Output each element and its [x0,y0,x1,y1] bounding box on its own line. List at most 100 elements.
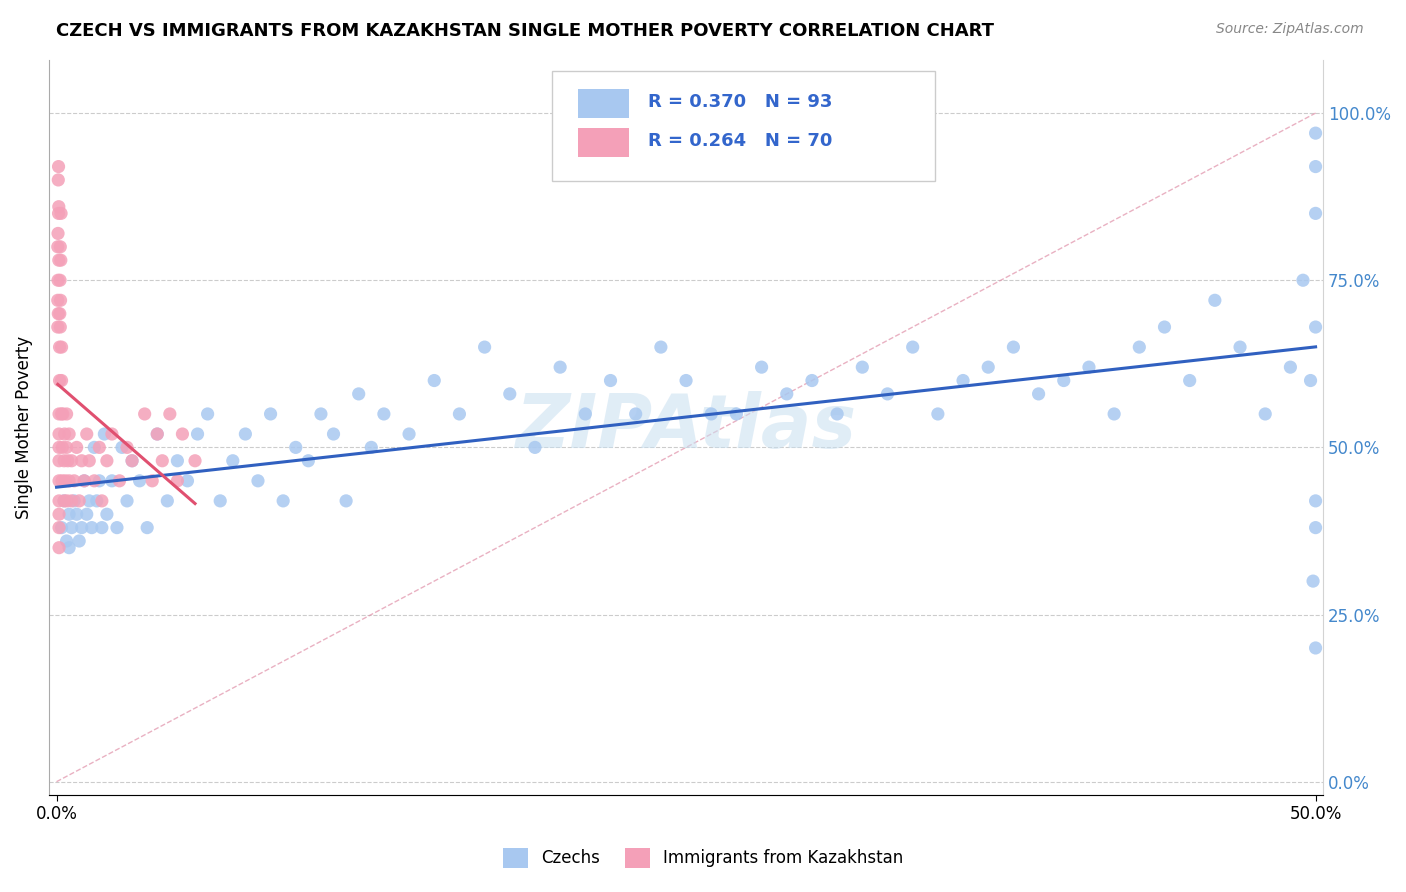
Point [90,494,112,508]
FancyBboxPatch shape [553,70,935,181]
Point [259,407,281,421]
Point [58,508,80,522]
Legend: Czechs, Immigrants from Kazakhstan: Czechs, Immigrants from Kazakhstan [496,841,910,875]
Point [235,427,257,442]
Point [146,427,169,442]
Point [977,360,1000,375]
Point [55,441,77,455]
Point [360,441,382,455]
Point [48,374,70,388]
FancyBboxPatch shape [578,128,628,157]
Point [67,494,90,508]
Point [927,407,949,421]
Point [51,340,73,354]
Point [624,407,647,421]
Point [271,494,294,508]
Point [66,441,89,455]
Point [80,521,103,535]
Point [48,340,70,354]
Point [51,374,73,388]
Point [48,427,70,442]
Point [1078,360,1101,375]
Point [48,206,70,220]
Point [51,441,73,455]
Point [48,160,70,174]
Point [67,533,90,548]
Point [952,374,974,388]
Point [46,173,69,187]
Point [52,407,75,421]
Point [46,320,69,334]
Point [53,427,76,442]
Point [1053,374,1076,388]
Point [574,407,596,421]
Point [1279,360,1302,375]
Point [184,454,207,468]
Point [48,253,70,268]
Point [1305,320,1327,334]
Point [53,494,76,508]
Point [851,360,873,375]
Point [58,541,80,555]
Text: CZECH VS IMMIGRANTS FROM KAZAKHSTAN SINGLE MOTHER POVERTY CORRELATION CHART: CZECH VS IMMIGRANTS FROM KAZAKHSTAN SING… [56,22,994,40]
Point [56,454,79,468]
Point [48,200,70,214]
Point [186,427,208,442]
Point [60,494,83,508]
Point [128,474,150,488]
Point [76,427,98,442]
Point [146,427,169,442]
Point [49,320,72,334]
Point [73,474,96,488]
Point [58,474,80,488]
Point [51,474,73,488]
Point [825,407,848,421]
Point [63,474,86,488]
Point [284,441,307,455]
Point [96,508,118,522]
Point [115,494,138,508]
Point [1299,374,1322,388]
Point [751,360,773,375]
Point [297,454,319,468]
Point [1305,521,1327,535]
Point [101,427,124,442]
Point [53,454,76,468]
Point [176,474,198,488]
Point [46,273,69,287]
Point [56,494,79,508]
Point [121,454,143,468]
Point [58,427,80,442]
Point [1204,293,1226,308]
Text: R = 0.264   N = 70: R = 0.264 N = 70 [648,131,832,150]
Point [86,494,108,508]
Point [901,340,924,354]
Text: ZIPAtlas: ZIPAtlas [516,391,856,464]
Point [322,427,344,442]
Point [55,533,77,548]
Point [599,374,621,388]
Point [53,494,76,508]
Point [309,407,332,421]
Point [89,474,111,488]
Point [1153,320,1175,334]
Point [423,374,446,388]
FancyBboxPatch shape [578,89,628,119]
Point [166,454,188,468]
Point [48,407,70,421]
Point [49,293,72,308]
Point [70,454,93,468]
Point [650,340,672,354]
Point [105,521,128,535]
Point [60,454,83,468]
Point [800,374,823,388]
Point [776,387,799,401]
Point [1305,160,1327,174]
Point [46,293,69,308]
Point [172,427,194,442]
Point [246,474,269,488]
Point [77,454,100,468]
Point [83,441,105,455]
Point [66,508,89,522]
Point [49,240,72,254]
